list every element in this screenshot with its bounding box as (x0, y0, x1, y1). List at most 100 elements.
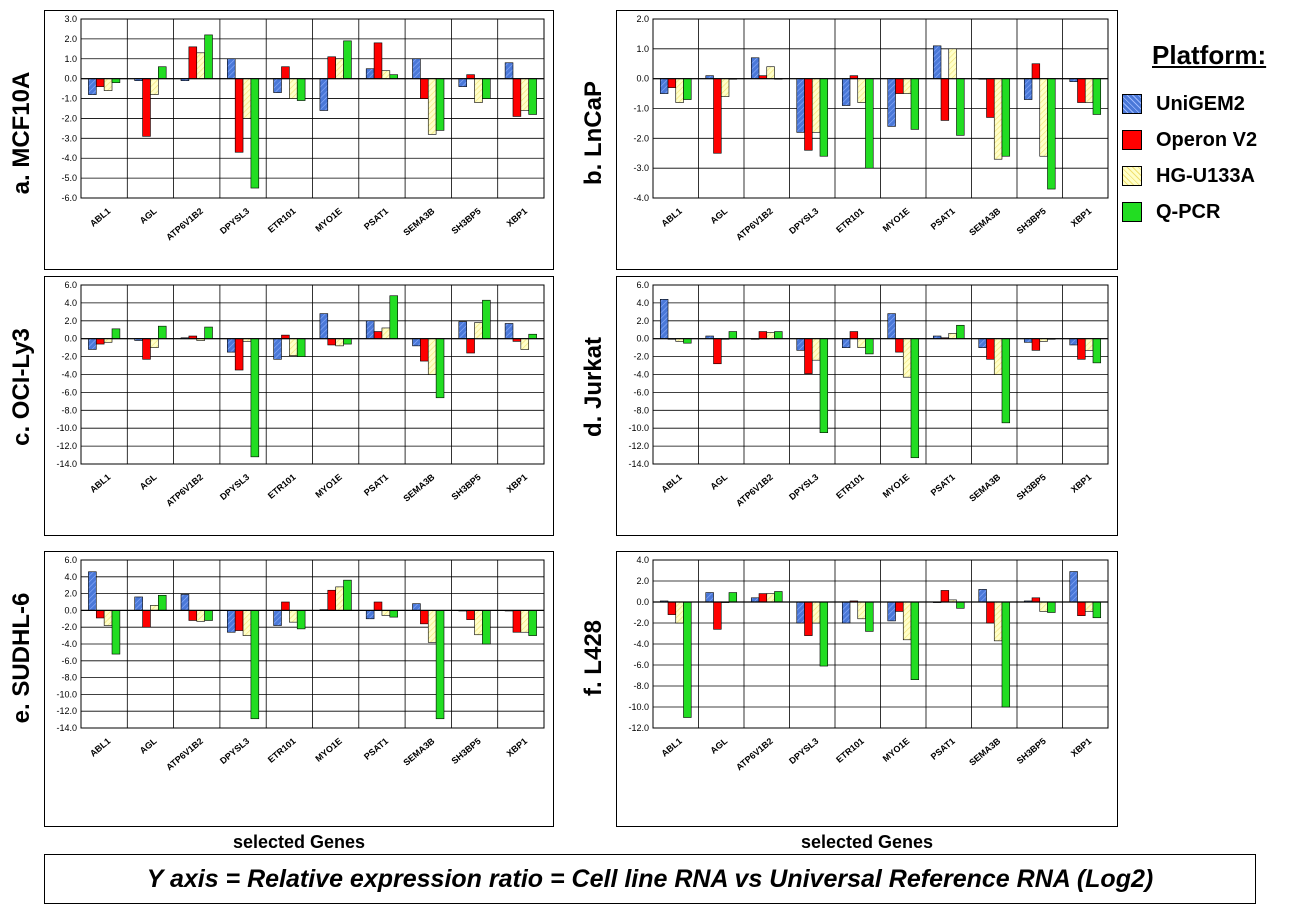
x-tick-label: MYO1E (881, 736, 912, 764)
x-tick-label: SH3BP5 (1015, 206, 1048, 236)
x-tick-label: PSAT1 (929, 472, 957, 498)
bar-q-pcr-sh3bp5 (1047, 601, 1056, 613)
bar-hg-u133a-sh3bp5 (474, 78, 483, 103)
y-tick-label: -6.0 (61, 387, 77, 397)
x-axis-title-left: selected Genes (232, 832, 366, 852)
bar-unigem2-myo1e (887, 313, 896, 339)
bar-q-pcr-abl1 (111, 610, 121, 655)
bar-q-pcr-abl1 (111, 328, 121, 339)
bar-unigem2-myo1e (319, 313, 329, 339)
y-tick-label: 0.0 (64, 334, 77, 344)
bar-operon-v2-psat1 (373, 331, 383, 340)
bar-operon-v2-dpysl3 (234, 78, 244, 153)
bar-hg-u133a-dpysl3 (242, 610, 252, 636)
bar-q-pcr-agl (728, 592, 738, 603)
legend: Platform: UniGEM2 Operon V2 HG-U133A Q-P… (1122, 40, 1307, 233)
y-tick-label: -6.0 (633, 660, 649, 670)
bar-unigem2-abl1 (659, 299, 669, 340)
bar-operon-v2-atp6v1b2 (758, 593, 768, 603)
bar-hg-u133a-myo1e (902, 601, 912, 641)
x-tick-label: ABL1 (88, 736, 112, 759)
bar-unigem2-dpysl3 (796, 338, 805, 351)
bar-operon-v2-sema3b (420, 338, 429, 362)
y-tick-label: -4.0 (633, 370, 649, 380)
footer-caption: Y axis = Relative expression ratio = Cel… (146, 864, 1154, 893)
bar-q-pcr-dpysl3 (250, 338, 260, 458)
chart-svg-d: 6.0 4.0 2.0 0.0 -2.0 -4.0 -6.0 -8.0 -10.0 -12.0 -1… (628, 280, 1109, 508)
bar-unigem2-atp6v1b2 (180, 594, 190, 611)
x-tick-label: XBP1 (1069, 472, 1093, 495)
x-tick-label: ABL1 (659, 736, 683, 759)
legend-title: Platform: (1152, 40, 1267, 70)
legend-swatch-hgu133a (1122, 166, 1142, 186)
bar-unigem2-xbp1 (1069, 571, 1078, 603)
x-tick-label: AGL (138, 472, 159, 492)
y-tick-label: -4.0 (61, 153, 77, 163)
y-tick-label: -10.0 (56, 689, 77, 699)
bar-hg-u133a-psat1 (948, 48, 957, 79)
bar-operon-v2-xbp1 (512, 610, 522, 633)
x-tick-label: ETR101 (834, 472, 866, 501)
bar-unigem2-psat1 (932, 45, 942, 79)
x-tick-label: ATP6V1B2 (734, 736, 775, 772)
x-tick-label: XBP1 (505, 206, 529, 229)
bar-operon-v2-abl1 (667, 78, 677, 88)
y-tick-label: 4.0 (636, 298, 649, 308)
bar-q-pcr-atp6v1b2 (204, 610, 213, 621)
legend-item-operon: Operon V2 (1122, 125, 1307, 155)
bar-q-pcr-sema3b (435, 78, 445, 131)
bar-unigem2-abl1 (88, 571, 97, 611)
bar-hg-u133a-sh3bp5 (1039, 601, 1048, 612)
bar-hg-u133a-dpysl3 (811, 601, 821, 624)
bar-operon-v2-agl (142, 78, 151, 137)
x-tick-label: ATP6V1B2 (734, 472, 775, 508)
y-tick-label: -4.0 (633, 639, 649, 649)
x-tick-label: ETR101 (266, 472, 298, 501)
bar-q-pcr-myo1e (910, 601, 920, 680)
bar-hg-u133a-sema3b (427, 338, 437, 375)
bar-hg-u133a-psat1 (381, 70, 391, 79)
bar-q-pcr-etr101 (296, 610, 306, 630)
x-tick-label: ATP6V1B2 (734, 206, 775, 242)
x-tick-label: SH3BP5 (1015, 736, 1048, 766)
bar-unigem2-xbp1 (504, 323, 514, 340)
bar-unigem2-sh3bp5 (1023, 78, 1033, 100)
bar-hg-u133a-etr101 (857, 601, 866, 620)
bar-operon-v2-sema3b (986, 338, 995, 360)
bar-q-pcr-etr101 (296, 338, 306, 357)
bar-operon-v2-atp6v1b2 (188, 610, 198, 621)
x-tick-label: AGL (708, 472, 729, 492)
bar-hg-u133a-myo1e (902, 338, 912, 378)
bar-unigem2-etr101 (841, 338, 851, 348)
bar-hg-u133a-atp6v1b2 (766, 332, 775, 340)
bar-operon-v2-psat1 (373, 42, 383, 79)
bar-unigem2-dpysl3 (796, 78, 805, 133)
bar-unigem2-abl1 (88, 78, 97, 95)
panel-label-d: d. Jurkat (580, 336, 607, 438)
x-tick-label: ABL1 (88, 206, 112, 229)
bar-q-pcr-dpysl3 (250, 610, 260, 720)
bar-hg-u133a-xbp1 (1084, 78, 1094, 103)
bar-operon-v2-psat1 (940, 590, 950, 603)
bar-operon-v2-atp6v1b2 (758, 331, 768, 340)
y-tick-label: -12.0 (56, 441, 77, 451)
x-tick-label: AGL (138, 206, 159, 226)
y-tick-label: -2.0 (633, 618, 649, 628)
bar-hg-u133a-etr101 (289, 610, 298, 623)
y-tick-label: 0.0 (636, 334, 649, 344)
x-tick-label: ABL1 (659, 206, 683, 229)
y-tick-label: -8.0 (61, 673, 77, 683)
bar-unigem2-psat1 (365, 320, 375, 339)
footer-caption-box: Y axis = Relative expression ratio = Cel… (44, 854, 1256, 904)
bar-q-pcr-atp6v1b2 (774, 591, 783, 603)
bar-operon-v2-agl (713, 338, 722, 365)
y-tick-label: 1.0 (64, 54, 77, 64)
bar-hg-u133a-agl (150, 338, 159, 348)
bar-q-pcr-psat1 (389, 295, 398, 339)
bar-q-pcr-dpysl3 (819, 338, 829, 433)
bar-operon-v2-sh3bp5 (466, 610, 475, 620)
y-tick-label: -2.0 (61, 352, 77, 362)
panel-label-a: a. MCF10A (8, 71, 35, 195)
bar-hg-u133a-abl1 (103, 78, 113, 91)
legend-label: Q-PCR (1156, 200, 1221, 223)
